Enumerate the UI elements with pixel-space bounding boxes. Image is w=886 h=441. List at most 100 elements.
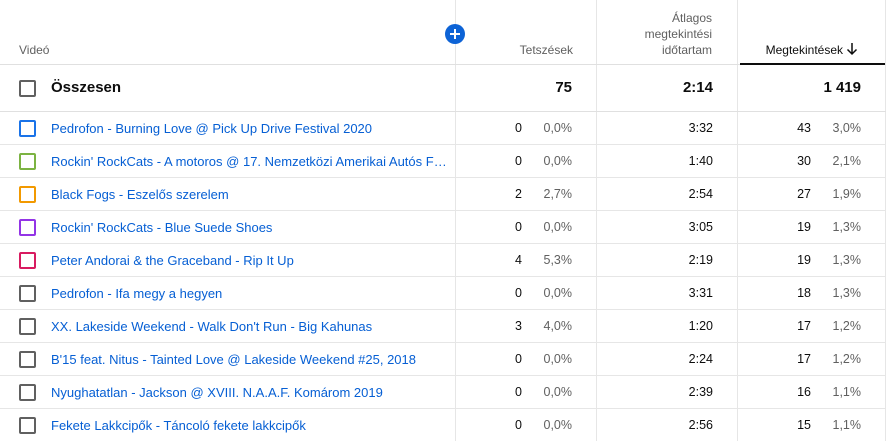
views-count: 17 (797, 352, 811, 366)
video-title-link[interactable]: Rockin' RockCats - Blue Suede Shoes (51, 220, 273, 235)
avg-header-line-3: időtartam (661, 43, 712, 57)
total-views: 1 419 (823, 79, 861, 96)
row-checkbox[interactable] (19, 318, 36, 335)
views-percent: 1,1% (832, 418, 862, 432)
views-percent: 1,2% (832, 319, 862, 333)
column-header-video[interactable]: Videó (19, 43, 50, 57)
views-count: 19 (797, 220, 811, 234)
row-checkbox[interactable] (19, 417, 36, 434)
row-checkbox[interactable] (19, 120, 36, 137)
row-checkbox[interactable] (19, 186, 36, 203)
video-title-link[interactable]: Peter Andorai & the Graceband - Rip It U… (51, 253, 294, 268)
views-count: 16 (797, 385, 811, 399)
likes-count: 0 (515, 385, 522, 399)
video-title-link[interactable]: B'15 feat. Nitus - Tainted Love @ Lakesi… (51, 352, 416, 367)
likes-percent: 0,0% (543, 154, 573, 168)
column-divider (596, 0, 597, 441)
likes-count: 0 (515, 154, 522, 168)
table-row: B'15 feat. Nitus - Tainted Love @ Lakesi… (0, 343, 886, 376)
avg-view-duration: 2:56 (688, 418, 713, 432)
row-checkbox[interactable] (19, 351, 36, 368)
plus-circle-icon[interactable] (445, 24, 465, 44)
avg-view-duration: 1:20 (688, 319, 713, 333)
avg-header-line-2: megtekintési (644, 27, 712, 41)
table-row: Nyughatatlan - Jackson @ XVIII. N.A.A.F.… (0, 376, 886, 409)
views-percent: 1,1% (832, 385, 862, 399)
table-row: XX. Lakeside Weekend - Walk Don't Run - … (0, 310, 886, 343)
views-count: 17 (797, 319, 811, 333)
total-row: Összesen 75 2:14 1 419 (0, 65, 886, 112)
table-header: Videó Tetszések Átlagos megtekintési idő… (0, 0, 886, 65)
video-title-link[interactable]: Nyughatatlan - Jackson @ XVIII. N.A.A.F.… (51, 385, 383, 400)
table-row: Peter Andorai & the Graceband - Rip It U… (0, 244, 886, 277)
avg-view-duration: 2:54 (688, 187, 713, 201)
total-likes: 75 (555, 79, 572, 96)
row-checkbox[interactable] (19, 153, 36, 170)
views-percent: 1,3% (832, 286, 862, 300)
row-checkbox[interactable] (19, 219, 36, 236)
row-checkbox[interactable] (19, 384, 36, 401)
table-row: Black Fogs - Eszelős szerelem 2 2,7% 2:54 27… (0, 178, 886, 211)
likes-percent: 0,0% (543, 121, 573, 135)
avg-header-line-1: Átlagos (671, 11, 712, 25)
video-title-link[interactable]: Pedrofon - Burning Love @ Pick Up Drive … (51, 121, 373, 136)
likes-count: 0 (515, 121, 522, 135)
likes-percent: 4,0% (543, 319, 573, 333)
views-percent: 1,2% (832, 352, 862, 366)
likes-count: 2 (515, 187, 522, 201)
avg-view-duration: 3:32 (688, 121, 713, 135)
likes-percent: 5,3% (543, 253, 573, 267)
likes-percent: 0,0% (543, 418, 573, 432)
video-title-link[interactable]: XX. Lakeside Weekend - Walk Don't Run - … (51, 319, 373, 334)
column-divider (455, 0, 456, 441)
column-divider (737, 0, 738, 441)
video-title-link[interactable]: Pedrofon - Ifa megy a hegyen (51, 286, 223, 301)
views-percent: 3,0% (832, 121, 862, 135)
likes-count: 0 (515, 286, 522, 300)
likes-percent: 0,0% (543, 220, 573, 234)
views-percent: 1,3% (832, 253, 862, 267)
views-percent: 1,9% (832, 187, 862, 201)
likes-percent: 2,7% (543, 187, 573, 201)
likes-count: 0 (515, 352, 522, 366)
select-all-checkbox[interactable] (19, 80, 36, 97)
avg-view-duration: 3:31 (688, 286, 713, 300)
video-title-link[interactable]: Fekete Lakkcipők - Táncoló fekete lakkci… (51, 418, 306, 433)
views-count: 19 (797, 253, 811, 267)
table-row: Rockin' RockCats - Blue Suede Shoes 0 0,0%… (0, 211, 886, 244)
likes-count: 4 (515, 253, 522, 267)
table-row: Pedrofon - Ifa megy a hegyen 0 0,0% 3:31 18 1… (0, 277, 886, 310)
video-title-link[interactable]: Rockin' RockCats - A motoros @ 17. Nemze… (51, 154, 451, 169)
likes-count: 3 (515, 319, 522, 333)
views-percent: 2,1% (832, 154, 862, 168)
avg-view-duration: 2:19 (688, 253, 713, 267)
sort-indicator (740, 63, 885, 65)
avg-view-duration: 3:05 (688, 220, 713, 234)
column-header-likes[interactable]: Tetszések (519, 43, 573, 57)
row-checkbox[interactable] (19, 252, 36, 269)
likes-percent: 0,0% (543, 286, 573, 300)
table-row: Rockin' RockCats - A motoros @ 17. Nemze… (0, 145, 886, 178)
avg-view-duration: 2:39 (688, 385, 713, 399)
views-percent: 1,3% (832, 220, 862, 234)
likes-count: 0 (515, 418, 522, 432)
arrow-down-icon[interactable] (845, 41, 859, 57)
likes-percent: 0,0% (543, 385, 573, 399)
avg-view-duration: 2:24 (688, 352, 713, 366)
views-count: 43 (797, 121, 811, 135)
avg-view-duration: 1:40 (688, 154, 713, 168)
views-count: 30 (797, 154, 811, 168)
likes-percent: 0,0% (543, 352, 573, 366)
column-header-avg-view-duration[interactable]: Átlagos megtekintési időtartam (600, 10, 712, 58)
row-checkbox[interactable] (19, 285, 36, 302)
column-header-views[interactable]: Megtekintések (765, 43, 843, 57)
views-count: 15 (797, 418, 811, 432)
likes-count: 0 (515, 220, 522, 234)
table-row: Fekete Lakkcipők - Táncoló fekete lakkci… (0, 409, 886, 441)
views-count: 18 (797, 286, 811, 300)
video-title-link[interactable]: Black Fogs - Eszelős szerelem (51, 187, 229, 202)
table-row: Pedrofon - Burning Love @ Pick Up Drive … (0, 112, 886, 145)
views-count: 27 (797, 187, 811, 201)
total-avg-duration: 2:14 (682, 79, 713, 96)
